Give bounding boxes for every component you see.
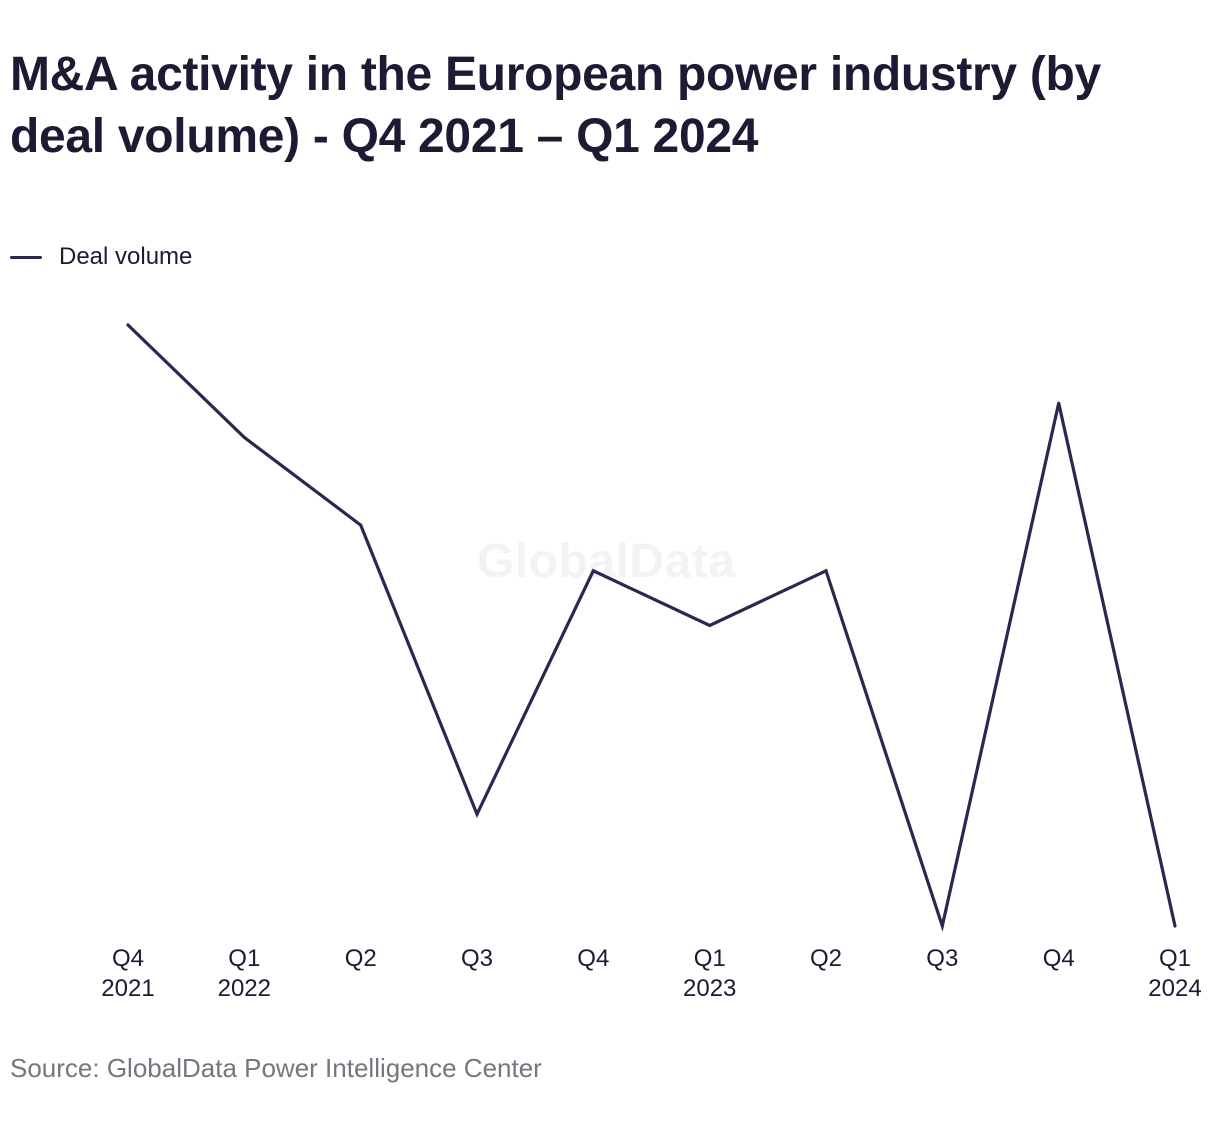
x-tick-label-quarter: Q1 [228,945,260,972]
x-tick-label-quarter: Q3 [461,945,493,972]
x-tick-label-quarter: Q1 [1159,945,1191,972]
data-point [708,624,712,627]
x-tick-label-quarter: Q3 [926,945,958,972]
legend: Deal volume [10,242,192,272]
x-axis: Q4 2021 Q1 2022 Q2 Q3 Q4 Q1 2023 Q2 Q3 Q4 Q1 2024 [101,945,1201,1002]
data-point [824,569,828,573]
x-tick-label-quarter: Q1 [694,945,726,972]
data-point [475,812,479,816]
legend-swatch [10,255,42,259]
x-tick-label-year: 2024 [1148,975,1201,1002]
data-point [126,323,130,327]
legend-label: Deal volume [59,243,193,270]
x-tick-label-year: 2022 [218,975,271,1002]
x-tick-label-quarter: Q2 [810,945,842,972]
x-tick-label-year: 2021 [101,975,154,1002]
x-tick-label-quarter: Q4 [1043,945,1075,972]
watermark: GlobalData [477,535,736,588]
series-group [126,323,1177,933]
x-tick-label-quarter: Q2 [345,945,377,972]
data-point [359,523,363,527]
chart-title: M&A activity in the European power indus… [10,48,1101,163]
x-tick-label-quarter: Q4 [577,945,609,972]
x-tick-label-year: 2023 [683,975,736,1002]
series-line-deal-volume [126,323,1177,933]
x-tick-label-quarter: Q4 [112,945,144,972]
data-point [591,569,595,573]
data-point [1173,924,1177,928]
data-point [242,435,246,439]
data-point [940,924,944,928]
source-note: Source: GlobalData Power Intelligence Ce… [10,1053,542,1083]
data-point [1057,401,1061,405]
